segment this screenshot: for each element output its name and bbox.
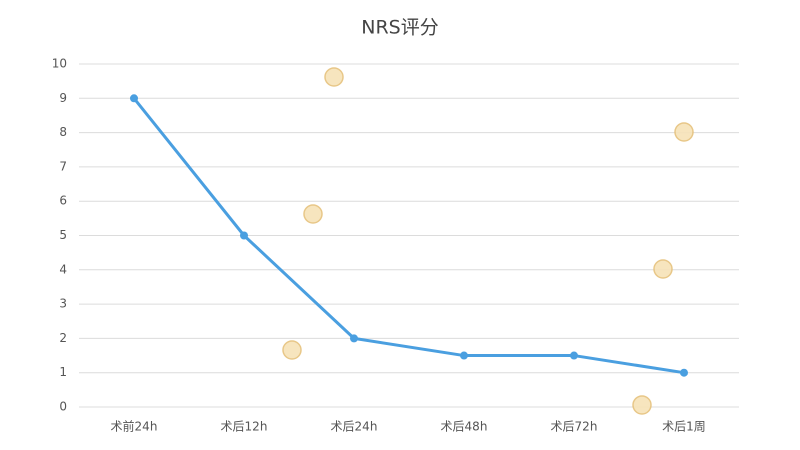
- data-line: [132, 97, 685, 375]
- decoration: [282, 67, 694, 415]
- data-point: [350, 334, 358, 343]
- data-point: [680, 368, 688, 377]
- x-tick-label: 术后24h: [331, 420, 378, 434]
- y-tick-label: 0: [59, 400, 67, 414]
- deco-dot: [674, 122, 694, 142]
- data-point: [130, 94, 138, 103]
- y-tick-label: 9: [59, 91, 67, 105]
- data-point: [240, 231, 248, 240]
- x-tick-label: 术后48h: [441, 420, 488, 434]
- y-tick-label: 2: [59, 331, 67, 345]
- y-tick-label: 7: [59, 159, 67, 173]
- deco-dot: [653, 259, 673, 279]
- chart-title: NRS评分: [361, 17, 438, 39]
- x-tick-label: 术后72h: [551, 420, 598, 434]
- deco-dot: [324, 67, 344, 87]
- data-point: [460, 351, 468, 360]
- y-tick-label: 1: [59, 365, 67, 379]
- x-tick-label: 术后1周: [662, 420, 706, 434]
- x-tick-label: 术前24h: [111, 419, 158, 434]
- y-tick-label: 8: [59, 125, 67, 139]
- deco-dot: [282, 340, 302, 360]
- deco-dot: [632, 395, 652, 415]
- x-tick-label: 术后12h: [221, 420, 268, 434]
- y-tick-label: 10: [52, 57, 67, 71]
- data-point: [570, 351, 578, 360]
- y-tick-label: 3: [59, 297, 67, 311]
- deco-dot: [303, 204, 323, 224]
- y-tick-label: 4: [59, 262, 67, 276]
- y-tick-label: 6: [59, 194, 67, 208]
- y-tick-label: 5: [59, 228, 67, 242]
